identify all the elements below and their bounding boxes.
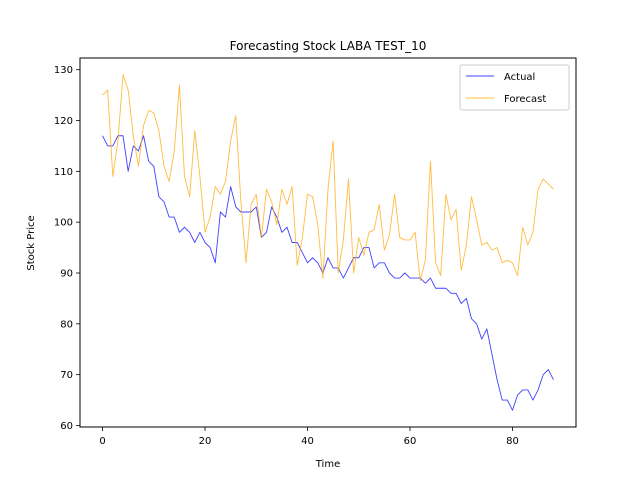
legend-label-actual: Actual	[504, 72, 535, 83]
x-tick-label: 80	[506, 436, 519, 447]
y-tick-label: 60	[60, 421, 73, 432]
series-line-actual	[102, 135, 554, 411]
y-tick-label: 120	[54, 116, 73, 127]
y-tick-label: 110	[54, 167, 73, 178]
plot-frame	[79, 57, 577, 428]
legend: Actual Forecast	[459, 64, 570, 111]
y-tick-label: 80	[60, 319, 73, 330]
chart-title: Forecasting Stock LABA TEST_10	[230, 39, 427, 53]
y-tick-label: 100	[54, 218, 73, 229]
y-tick-label: 70	[60, 370, 73, 381]
x-axis-label: Time	[315, 459, 340, 470]
x-tick-label: 60	[404, 436, 417, 447]
x-tick-label: 40	[301, 436, 314, 447]
plot-area: 0 20 40 60 80 60 70 80 90 100 110 120 130	[54, 57, 577, 447]
y-tick-label: 130	[54, 65, 73, 76]
x-tick-label: 20	[199, 436, 212, 447]
x-tick-label: 0	[99, 436, 105, 447]
series-line-forecast	[102, 74, 554, 282]
legend-label-forecast: Forecast	[504, 94, 546, 105]
y-axis-label: Stock Price	[26, 215, 37, 270]
y-tick-label: 90	[60, 268, 73, 279]
